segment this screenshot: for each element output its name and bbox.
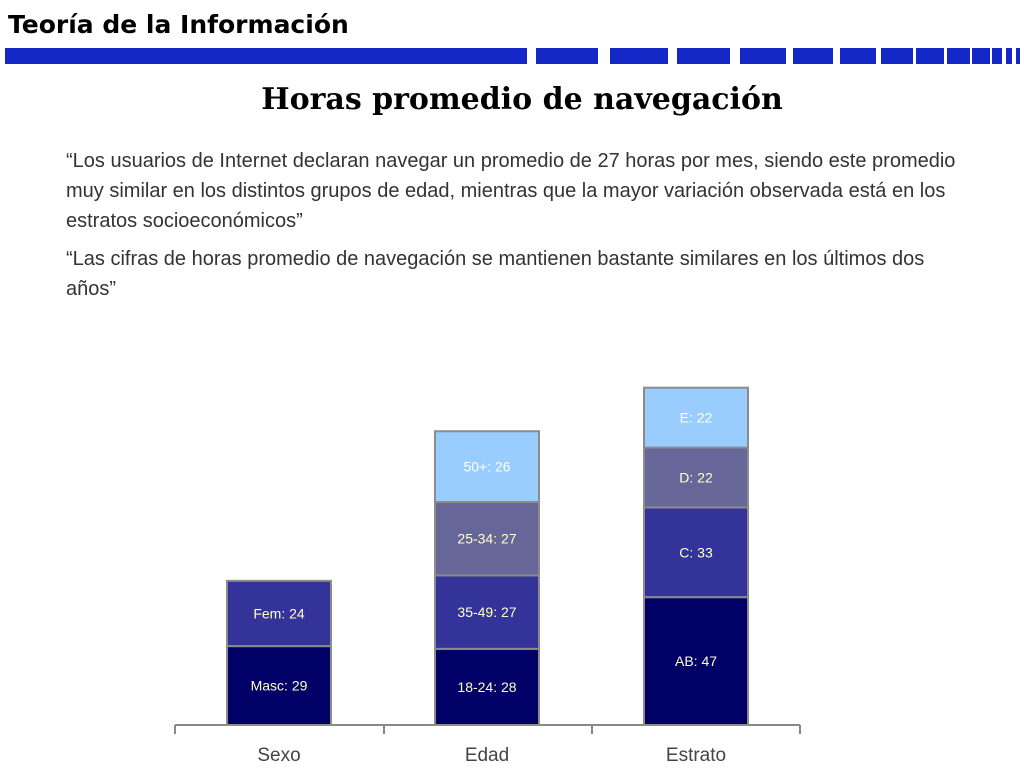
bar-segment: [643, 446, 749, 509]
data-label: Masc: 29: [251, 678, 308, 694]
header-decorative-bar: [5, 48, 1020, 64]
data-label: C: 33: [679, 544, 713, 560]
header-bar-segment: [610, 48, 668, 64]
bar-segment: [226, 645, 332, 726]
stacked-bar-chart: Masc: 29 Fem: 24 Sexo 18-24: 28 35-49: 27 25-…: [174, 386, 801, 766]
data-label: E: 22: [680, 410, 713, 426]
header-bar-segment: [5, 48, 527, 64]
header-bar-segment: [840, 48, 876, 64]
x-tick-label: Sexo: [257, 745, 300, 766]
data-label: Fem: 24: [253, 605, 305, 621]
data-label: D: 22: [679, 469, 713, 485]
header-bar-segment: [881, 48, 913, 64]
data-label: 50+: 26: [463, 459, 510, 475]
data-label: 35-49: 27: [457, 604, 516, 620]
header-bar-segment: [793, 48, 833, 64]
slide-title: Horas promedio de navegación: [261, 82, 783, 117]
header-bar-segment: [1006, 48, 1012, 64]
header-bar-segment: [1016, 48, 1020, 64]
bar-segment: [434, 430, 540, 503]
header-bar-segment: [677, 48, 730, 64]
header-bar-segment: [740, 48, 786, 64]
data-label: 25-34: 27: [457, 531, 516, 547]
header-bar-segment: [916, 48, 944, 64]
header-bar-segment: [947, 48, 970, 64]
header-bar-segment: [992, 48, 1002, 64]
x-tick-label: Estrato: [666, 745, 726, 766]
data-label: 18-24: 28: [457, 679, 516, 695]
bar-segment: [643, 596, 749, 726]
quote-paragraph: “Los usuarios de Internet declaran naveg…: [66, 150, 956, 232]
header-bar-segment: [972, 48, 990, 64]
x-tick-label: Edad: [465, 745, 509, 766]
header-title: Teoría de la Información: [8, 10, 349, 39]
data-label: AB: 47: [675, 653, 717, 669]
bar-segment: [643, 386, 749, 449]
quote-paragraph: “Las cifras de horas promedio de navegac…: [66, 248, 925, 300]
header-bar-segment: [536, 48, 598, 64]
bar-segment: [226, 579, 332, 648]
bar-segment: [643, 506, 749, 599]
